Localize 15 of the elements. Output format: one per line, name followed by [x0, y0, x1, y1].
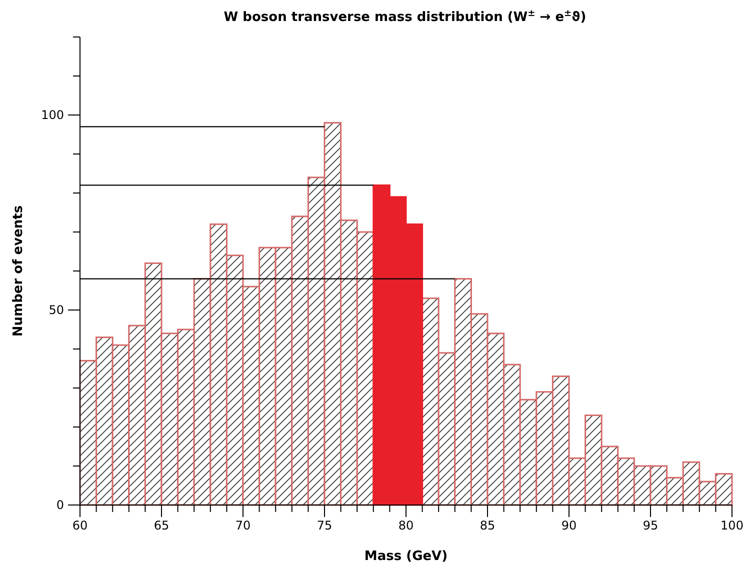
chart-title: W boson transverse mass distribution (W$^{±}$ → e$^{±}$ϑ) — [224, 9, 586, 25]
x-tick-label: 75 — [316, 518, 332, 533]
x-tick-label: 100 — [720, 518, 744, 533]
y-axis-title: Number of events — [11, 205, 26, 337]
x-tick-label: 95 — [642, 518, 658, 533]
x-tick-label: 65 — [154, 518, 170, 533]
y-tick-label: 100 — [41, 108, 64, 122]
y-tick-label: 50 — [48, 302, 64, 317]
x-tick-label: 70 — [235, 518, 251, 533]
x-tick-label: 90 — [561, 518, 577, 533]
x-tick-label: 85 — [480, 518, 496, 533]
x-tick-label: 60 — [72, 518, 88, 533]
x-axis-title: Mass (GeV) — [364, 549, 448, 564]
y-tick-label: 0 — [56, 498, 64, 512]
x-tick-label: 80 — [398, 518, 414, 533]
